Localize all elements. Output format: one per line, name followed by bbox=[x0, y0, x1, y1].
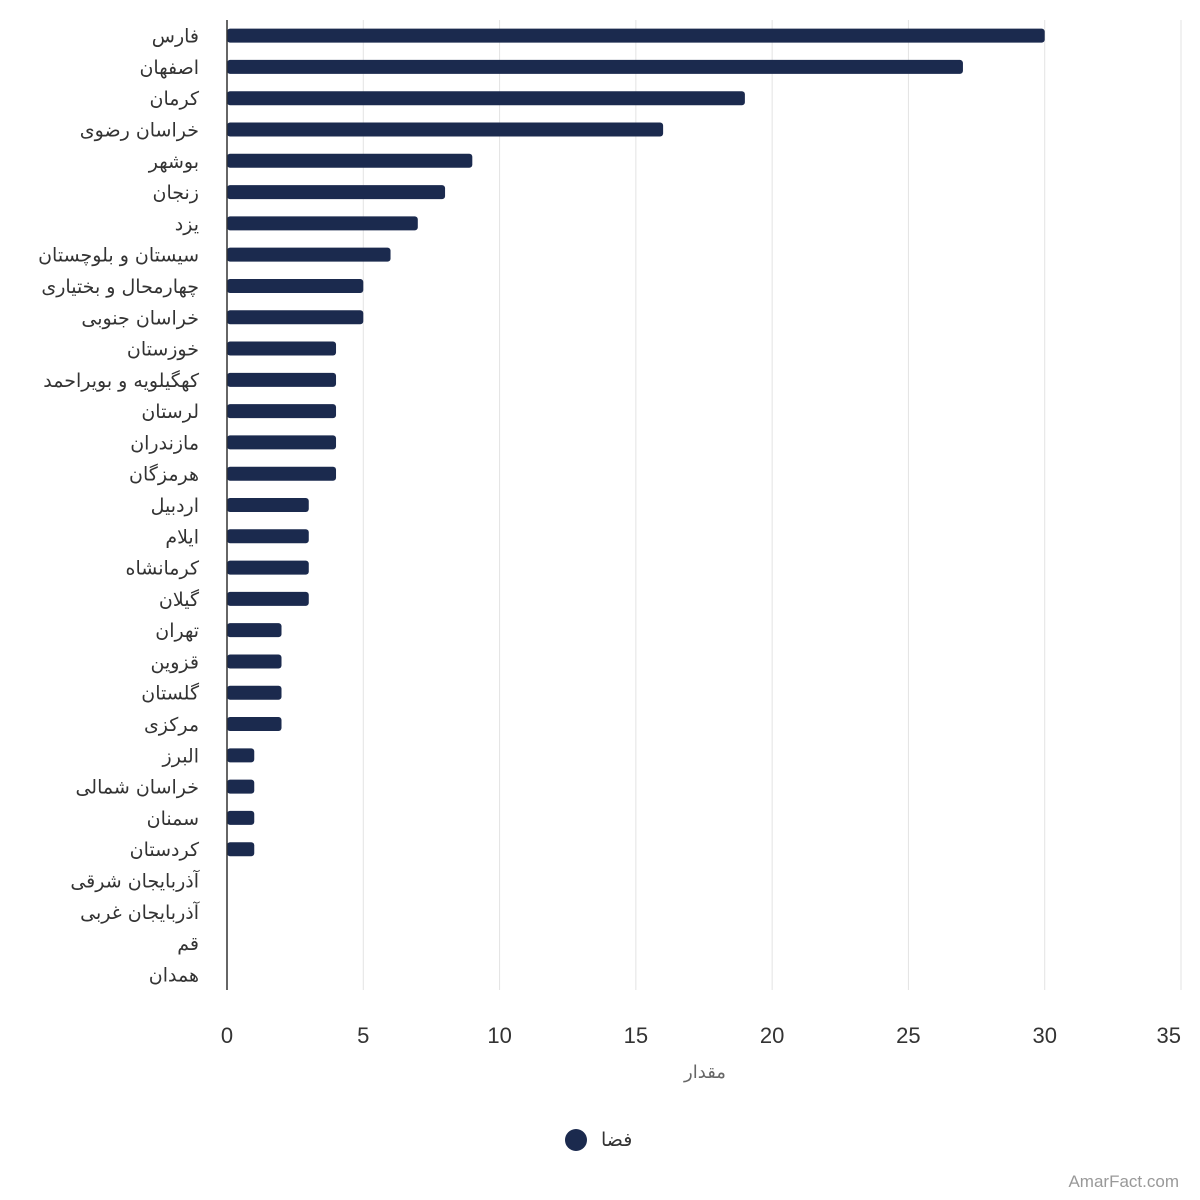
x-tick-label: 0 bbox=[221, 1023, 233, 1048]
category-label: مرکزی bbox=[144, 714, 199, 736]
x-axis-title: مقدار bbox=[683, 1062, 726, 1083]
category-label: هرمزگان bbox=[129, 463, 199, 486]
category-label: اصفهان bbox=[139, 57, 199, 79]
bar[interactable] bbox=[227, 654, 282, 669]
category-label: خراسان شمالی bbox=[75, 777, 199, 799]
x-tick-label: 30 bbox=[1032, 1023, 1056, 1048]
category-labels: فارس اصفهان کرمان خراسان رضوی بوشهر زنجان یزد س… bbox=[38, 26, 200, 987]
bar[interactable] bbox=[227, 779, 255, 794]
category-label: سیستان و بلوچستان bbox=[38, 245, 199, 267]
category-label: گلستان bbox=[141, 682, 200, 705]
category-label: کرمانشاه bbox=[126, 558, 200, 580]
x-tick-label: 10 bbox=[487, 1023, 511, 1048]
x-tick-label: 35 bbox=[1157, 1023, 1181, 1048]
bar[interactable] bbox=[227, 278, 364, 293]
legend-label: فضا bbox=[601, 1129, 632, 1151]
bar[interactable] bbox=[227, 28, 1045, 43]
category-label: کهگیلویه و بویراحمد bbox=[43, 369, 200, 392]
bar[interactable] bbox=[227, 59, 963, 74]
category-label: خراسان جنوبی bbox=[81, 307, 199, 329]
bar[interactable] bbox=[227, 310, 364, 325]
category-label: تهران bbox=[155, 620, 199, 642]
bars-group bbox=[227, 28, 1045, 857]
category-label: خراسان رضوی bbox=[80, 120, 199, 142]
bar[interactable] bbox=[227, 748, 255, 763]
bar[interactable] bbox=[227, 560, 309, 575]
category-label: لرستان bbox=[141, 401, 199, 423]
category-label: سمنان bbox=[147, 808, 199, 830]
bar[interactable] bbox=[227, 185, 446, 200]
category-label: قزوین bbox=[151, 651, 200, 673]
category-label: اردبیل bbox=[151, 495, 199, 517]
bar[interactable] bbox=[227, 122, 664, 137]
category-label: بوشهر bbox=[148, 151, 199, 173]
bar[interactable] bbox=[227, 153, 473, 168]
credit-link[interactable]: AmarFact.com bbox=[1068, 1172, 1179, 1191]
x-tick-label: 25 bbox=[896, 1023, 920, 1048]
category-label: البرز bbox=[162, 745, 199, 767]
grid-lines bbox=[362, 20, 1182, 990]
category-label: آذربایجان غربی bbox=[80, 900, 200, 924]
bar[interactable] bbox=[227, 591, 309, 606]
category-label: گیلان bbox=[159, 588, 200, 611]
bar[interactable] bbox=[227, 216, 418, 231]
bar[interactable] bbox=[227, 810, 255, 825]
bar[interactable] bbox=[227, 91, 745, 106]
bar[interactable] bbox=[227, 717, 282, 732]
bar[interactable] bbox=[227, 341, 337, 356]
legend[interactable]: فضا bbox=[565, 1129, 632, 1151]
bar[interactable] bbox=[227, 466, 337, 481]
bar[interactable] bbox=[227, 247, 391, 262]
category-label: آذربایجان شرقی bbox=[70, 868, 199, 892]
x-tick-label: 5 bbox=[357, 1023, 369, 1048]
bar[interactable] bbox=[227, 498, 309, 512]
bar[interactable] bbox=[227, 623, 282, 638]
category-label: چهارمحال و بختیاری bbox=[41, 276, 199, 298]
category-label: ایلام bbox=[165, 526, 199, 548]
bar[interactable] bbox=[227, 842, 255, 857]
bar[interactable] bbox=[227, 372, 337, 387]
category-label: خوزستان bbox=[127, 339, 199, 361]
bar[interactable] bbox=[227, 404, 337, 419]
category-label: کرمان bbox=[150, 88, 200, 110]
bar[interactable] bbox=[227, 435, 337, 450]
x-tick-label: 15 bbox=[624, 1023, 648, 1048]
x-tick-label: 20 bbox=[760, 1023, 784, 1048]
category-label: یزد bbox=[175, 213, 199, 235]
category-label: کردستان bbox=[130, 839, 200, 861]
bar[interactable] bbox=[227, 529, 309, 544]
category-label: فارس bbox=[152, 26, 199, 48]
bar[interactable] bbox=[227, 685, 282, 700]
category-label: قم bbox=[177, 933, 199, 955]
x-tick-labels: 0 5 10 15 20 25 30 35 bbox=[221, 1023, 1181, 1048]
category-label: مازندران bbox=[130, 432, 199, 454]
category-label: زنجان bbox=[153, 182, 199, 204]
legend-marker bbox=[565, 1129, 587, 1151]
category-label: همدان bbox=[149, 964, 199, 986]
